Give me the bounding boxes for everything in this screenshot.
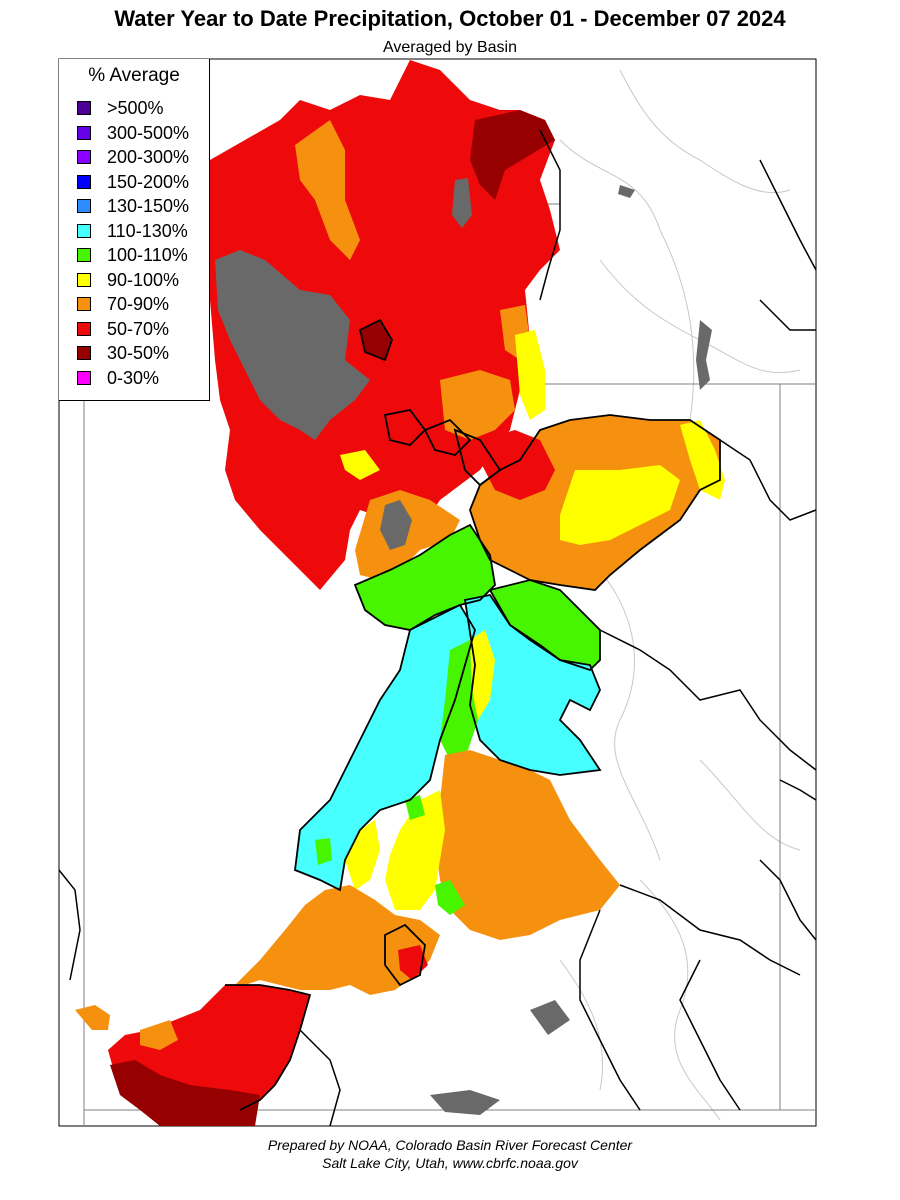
legend-label: 130-150%	[107, 196, 190, 216]
lakes	[430, 185, 712, 1115]
footer-location: Salt Lake City, Utah, www.cbrfc.noaa.gov	[322, 1155, 578, 1171]
legend-swatch	[77, 174, 91, 189]
footer-credit: Prepared by NOAA, Colorado Basin River F…	[267, 1137, 633, 1153]
legend-swatch	[77, 248, 91, 262]
legend-swatch	[77, 370, 91, 385]
legend-swatch	[77, 346, 91, 360]
legend-swatch	[77, 125, 91, 140]
legend-swatch	[77, 297, 91, 311]
legend-swatch	[77, 223, 91, 238]
legend-label: 0-30%	[107, 367, 160, 388]
legend-title: % Average	[88, 65, 180, 86]
legend-label: 100-110%	[107, 245, 188, 265]
legend-label: 150-200%	[107, 171, 190, 192]
legend-label: 110-130%	[107, 220, 188, 241]
legend-swatch	[77, 150, 91, 164]
legend-swatch	[77, 321, 91, 336]
map-subtitle: Averaged by Basin	[382, 39, 517, 56]
river-lines	[559, 69, 801, 1121]
legend-label: 30-50%	[107, 343, 170, 363]
legend-label: 90-100%	[107, 269, 180, 290]
legend-label: 50-70%	[107, 318, 170, 339]
map-title: Water Year to Date Precipitation, Octobe…	[114, 6, 786, 31]
legend-swatch	[77, 101, 91, 115]
legend-swatch	[77, 199, 91, 213]
boundary-lines	[58, 129, 817, 1127]
legend-label: 300-500%	[107, 122, 190, 143]
legend: % Average >500% 300-500% 200-300% 150-200% 1…	[59, 59, 210, 401]
legend-label: 200-300%	[107, 147, 190, 167]
legend-swatch	[77, 272, 91, 287]
legend-label: >500%	[107, 98, 164, 118]
legend-label: 70-90%	[107, 294, 170, 314]
basin-outlines	[225, 318, 721, 1111]
